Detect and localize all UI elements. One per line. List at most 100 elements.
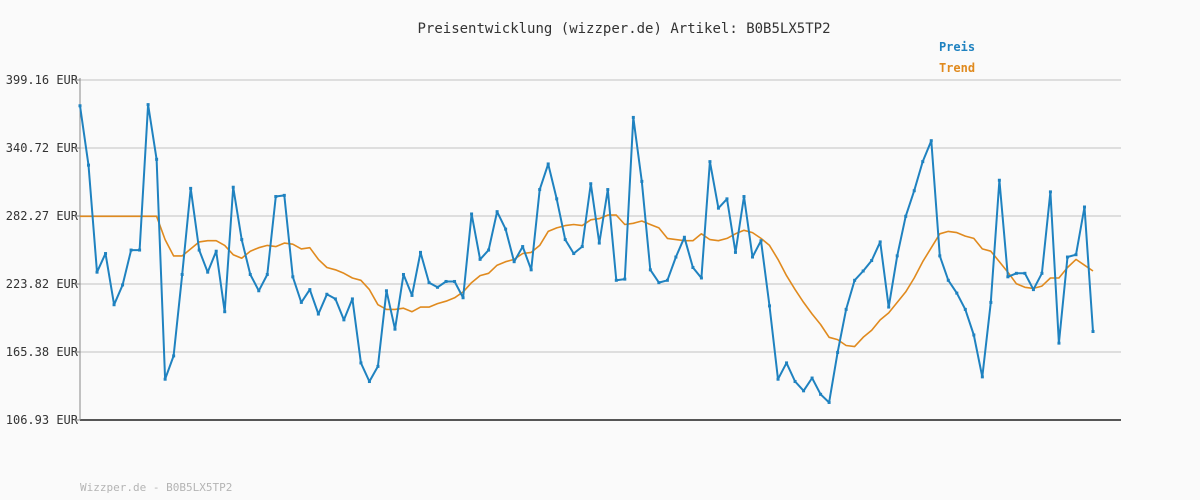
data-point	[750, 255, 754, 259]
data-point	[265, 272, 269, 276]
y-tick-label: 340.72 EUR	[6, 141, 79, 155]
data-point	[444, 279, 448, 283]
data-point	[963, 307, 967, 311]
data-point	[521, 245, 525, 249]
data-point	[223, 310, 227, 314]
data-point	[155, 157, 159, 161]
data-point	[325, 292, 329, 296]
data-point	[376, 364, 380, 368]
data-point	[231, 185, 235, 189]
data-point	[436, 285, 440, 289]
data-point	[844, 307, 848, 311]
data-point	[495, 210, 499, 214]
data-point	[401, 272, 405, 276]
data-point	[768, 304, 772, 308]
y-tick-label: 223.82 EUR	[6, 277, 79, 291]
data-point	[887, 305, 891, 309]
data-point	[1040, 271, 1044, 275]
data-point	[606, 188, 610, 192]
data-point	[197, 248, 201, 252]
data-point	[291, 275, 295, 279]
data-point	[87, 163, 91, 167]
data-point	[1014, 271, 1018, 275]
data-point	[733, 250, 737, 254]
data-point	[657, 281, 661, 285]
data-point	[691, 266, 695, 270]
data-point	[946, 278, 950, 282]
data-point	[546, 162, 550, 166]
data-point	[129, 248, 133, 252]
data-point	[1074, 253, 1078, 257]
data-point	[938, 254, 942, 258]
y-tick-label: 165.38 EUR	[6, 345, 79, 359]
data-point	[997, 178, 1001, 182]
data-point	[793, 380, 797, 384]
data-point	[836, 350, 840, 354]
data-point	[674, 255, 678, 259]
data-point	[316, 312, 320, 316]
data-point	[282, 193, 286, 197]
gridlines	[80, 79, 1121, 353]
data-point	[819, 392, 823, 396]
data-point	[78, 104, 82, 108]
data-point	[146, 103, 150, 107]
data-point	[163, 377, 167, 381]
data-point	[529, 268, 533, 272]
data-point	[980, 375, 984, 379]
data-point	[342, 318, 346, 322]
data-point	[597, 241, 601, 245]
data-point	[308, 288, 312, 292]
data-point	[299, 300, 303, 304]
data-point	[725, 197, 729, 201]
legend-label-preis: Preis	[939, 40, 975, 54]
data-point	[112, 303, 116, 307]
y-tick-label: 399.16 EUR	[6, 73, 79, 87]
data-point	[478, 257, 482, 261]
data-point	[878, 240, 882, 244]
data-point	[572, 252, 576, 256]
data-point	[921, 160, 925, 164]
data-point	[904, 214, 908, 218]
legend-label-trend: Trend	[939, 61, 975, 75]
data-point	[214, 249, 218, 253]
data-point	[742, 195, 746, 199]
chart-footer: Wizzper.de - B0B5LX5TP2	[80, 481, 232, 494]
data-point	[895, 254, 899, 258]
data-point	[538, 188, 542, 192]
data-point	[589, 182, 593, 186]
data-point	[333, 297, 337, 301]
data-point	[870, 259, 874, 263]
data-point	[802, 389, 806, 393]
data-point	[95, 270, 99, 274]
data-point	[785, 361, 789, 365]
data-point	[665, 278, 669, 282]
data-point	[384, 289, 388, 293]
data-point	[648, 268, 652, 272]
data-point	[827, 400, 831, 404]
data-point	[512, 260, 516, 264]
data-point	[1082, 205, 1086, 209]
y-tick-label: 282.27 EUR	[6, 209, 79, 223]
data-point	[138, 248, 142, 252]
series-line-trend	[80, 214, 1094, 348]
data-point	[248, 272, 252, 276]
data-point	[708, 160, 712, 164]
data-point	[861, 269, 865, 273]
data-point	[1023, 271, 1027, 275]
series-line-preis	[79, 103, 1094, 404]
chart-title: Preisentwicklung (wizzper.de) Artikel: B…	[417, 21, 830, 37]
data-point	[189, 186, 193, 190]
data-point	[759, 239, 763, 243]
data-point	[410, 293, 414, 297]
data-point	[623, 277, 627, 281]
legend: Preis Trend	[939, 40, 975, 75]
data-point	[555, 197, 559, 201]
data-point	[955, 291, 959, 295]
data-point	[419, 250, 423, 254]
data-point	[699, 276, 703, 280]
data-point	[972, 333, 976, 337]
y-tick-label: 106.93 EUR	[6, 413, 79, 427]
data-point	[359, 361, 363, 365]
data-point	[1006, 275, 1010, 279]
